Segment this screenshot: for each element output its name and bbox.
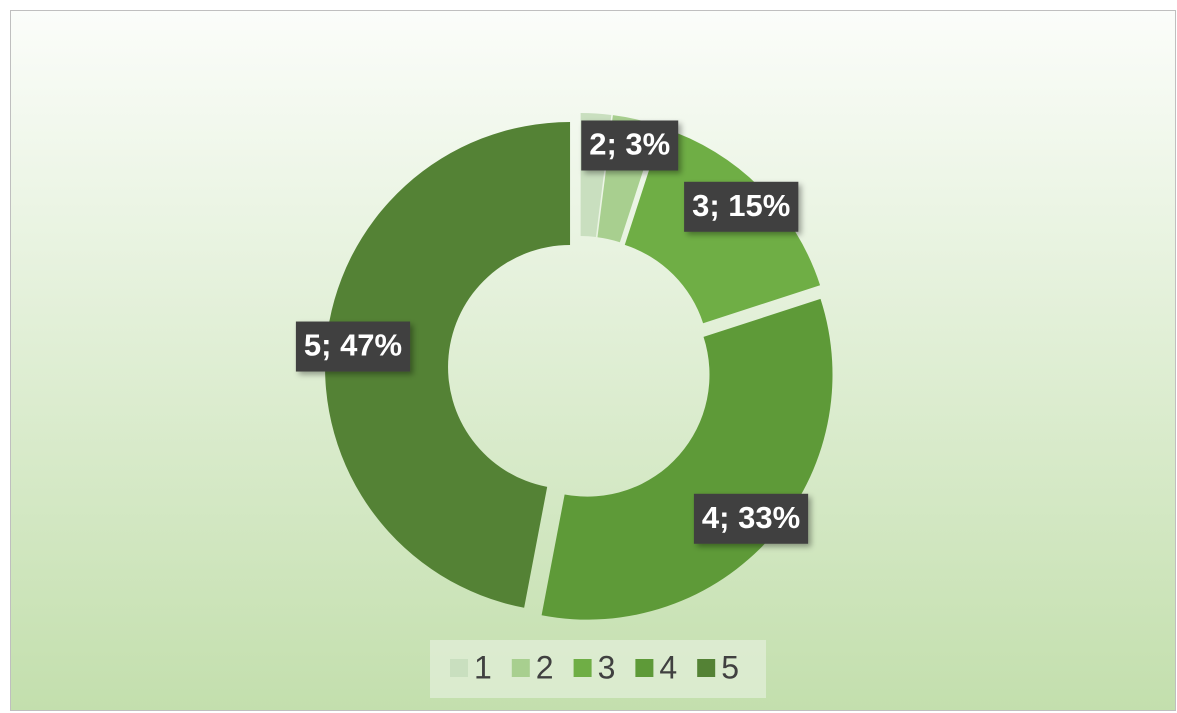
data-label: 4; 33% (693, 493, 809, 544)
legend-label: 3 (598, 649, 616, 685)
data-label-text: 3; 15% (692, 188, 790, 223)
data-label-text: 4; 33% (702, 500, 800, 535)
data-label-box (295, 321, 411, 372)
legend-swatch (573, 659, 592, 677)
legend-label: 4 (659, 649, 677, 685)
data-label-text: 2; 3% (589, 127, 670, 162)
data-label-box (684, 181, 799, 232)
data-label: 2; 3% (581, 120, 679, 171)
data-label: 5; 47% (295, 321, 411, 372)
legend-swatch (697, 659, 716, 677)
legend-label: 1 (474, 649, 492, 685)
legend-swatch (511, 659, 530, 677)
data-label-box (693, 493, 809, 544)
donut-slice (325, 122, 571, 608)
legend-swatch (450, 659, 468, 677)
legend-swatch (635, 659, 654, 677)
data-label-text: 5; 47% (304, 328, 402, 363)
data-label: 3; 15% (684, 181, 799, 232)
data-label-box (581, 120, 679, 171)
legend-label: 2 (536, 649, 554, 685)
legend-label: 5 (721, 649, 739, 685)
